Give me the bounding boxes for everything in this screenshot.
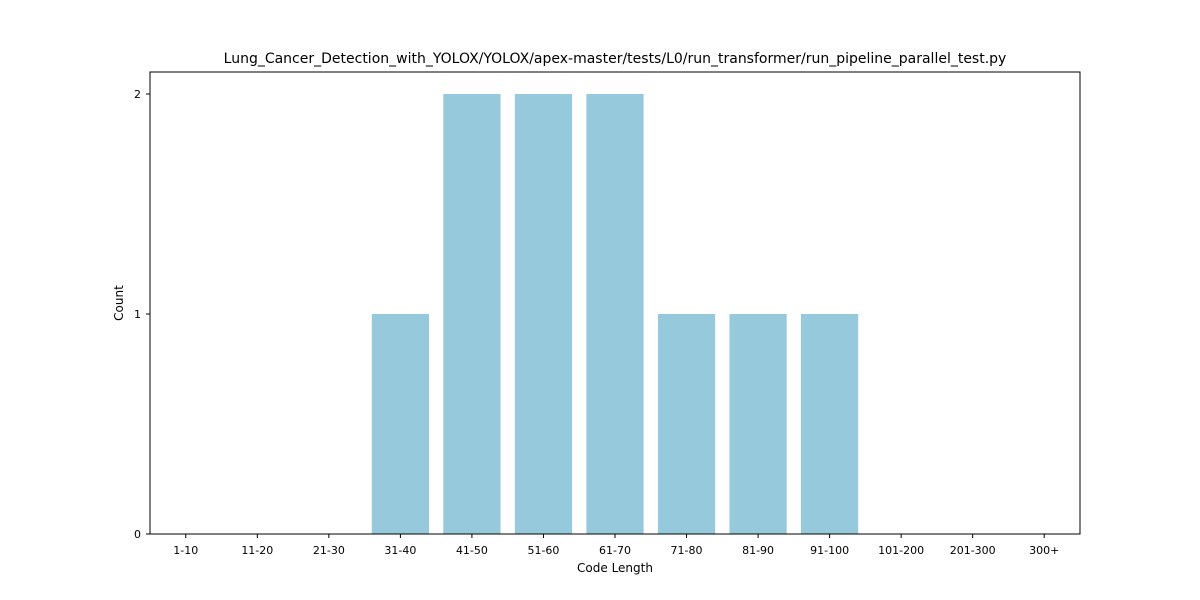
x-tick-label: 61-70	[599, 544, 631, 557]
x-tick-label: 21-30	[313, 544, 345, 557]
plot-area-frame	[149, 71, 1081, 535]
bar-41-50	[443, 94, 501, 534]
bar-81-90	[729, 314, 787, 534]
x-tick-label: 1-10	[173, 544, 198, 557]
x-tick-label: 91-100	[810, 544, 849, 557]
bar-71-80	[657, 314, 716, 534]
y-tick-label: 1	[134, 308, 141, 321]
bars-group	[371, 94, 859, 534]
x-tick-label: 11-20	[241, 544, 273, 557]
bar-91-100	[801, 314, 859, 534]
x-axis-label: Code Length	[577, 561, 653, 575]
x-tick-label: 300+	[1029, 544, 1059, 557]
x-axis-ticks: 1-10 11-20 21-30 31-40 41-50 51-60 61-70 71-80 8…	[173, 534, 1059, 557]
x-tick-label: 201-300	[950, 544, 996, 557]
x-tick-label: 101-200	[878, 544, 924, 557]
y-tick-label: 0	[134, 528, 141, 541]
x-tick-label: 71-80	[671, 544, 703, 557]
x-tick-label: 81-90	[742, 544, 774, 557]
y-axis-label: Count	[112, 285, 126, 321]
chart-title: Lung_Cancer_Detection_with_YOLOX/YOLOX/a…	[224, 51, 1007, 67]
x-tick-label: 41-50	[456, 544, 488, 557]
bar-61-70	[586, 94, 644, 534]
y-axis-ticks: 0 1 2	[134, 88, 150, 541]
bar-51-60	[514, 94, 573, 534]
bar-31-40	[371, 314, 429, 534]
x-tick-label: 51-60	[527, 544, 559, 557]
y-tick-label: 2	[134, 88, 141, 101]
x-tick-label: 31-40	[384, 544, 416, 557]
